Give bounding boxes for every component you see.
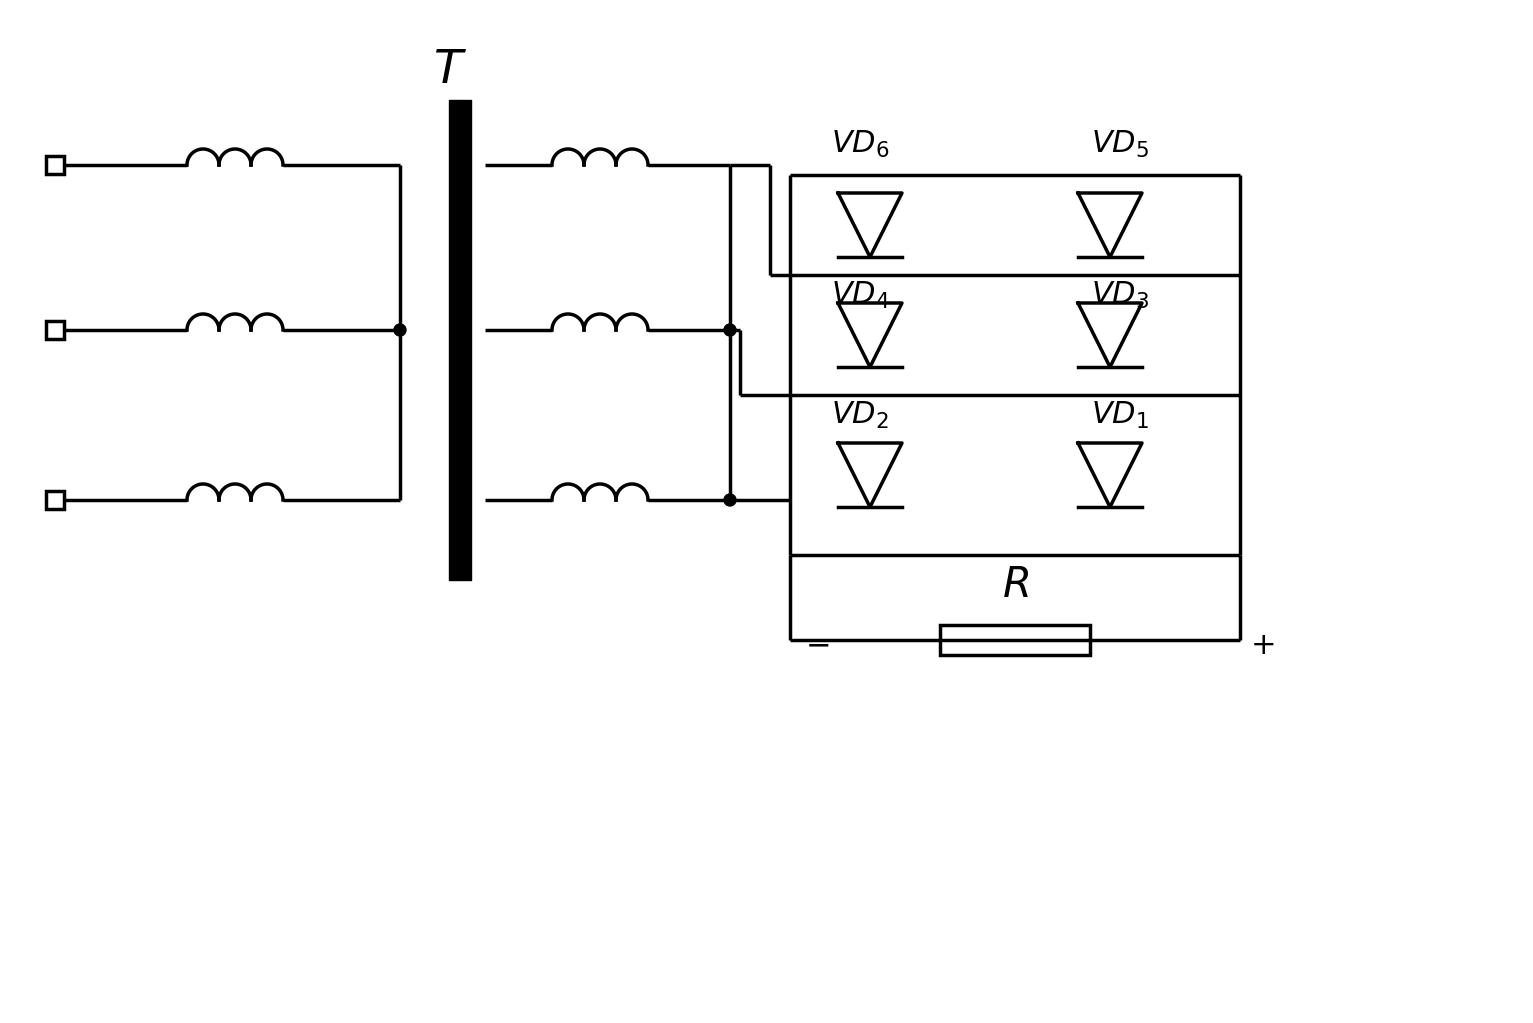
Bar — [46, 155, 64, 174]
Circle shape — [394, 324, 406, 336]
Text: $VD_2$: $VD_2$ — [831, 400, 889, 431]
Text: $VD_3$: $VD_3$ — [1091, 280, 1150, 311]
Bar — [46, 321, 64, 339]
Text: $VD_5$: $VD_5$ — [1091, 129, 1150, 160]
Text: $+$: $+$ — [1249, 630, 1274, 660]
Text: $-$: $-$ — [805, 630, 829, 660]
Circle shape — [724, 324, 736, 336]
Text: $VD_1$: $VD_1$ — [1091, 400, 1150, 431]
Bar — [940, 625, 1090, 655]
Text: $VD_6$: $VD_6$ — [831, 129, 889, 160]
Text: $R$: $R$ — [1001, 564, 1029, 606]
Circle shape — [724, 494, 736, 506]
Text: $VD_4$: $VD_4$ — [831, 280, 889, 311]
Bar — [46, 491, 64, 509]
Text: $T$: $T$ — [432, 47, 468, 93]
